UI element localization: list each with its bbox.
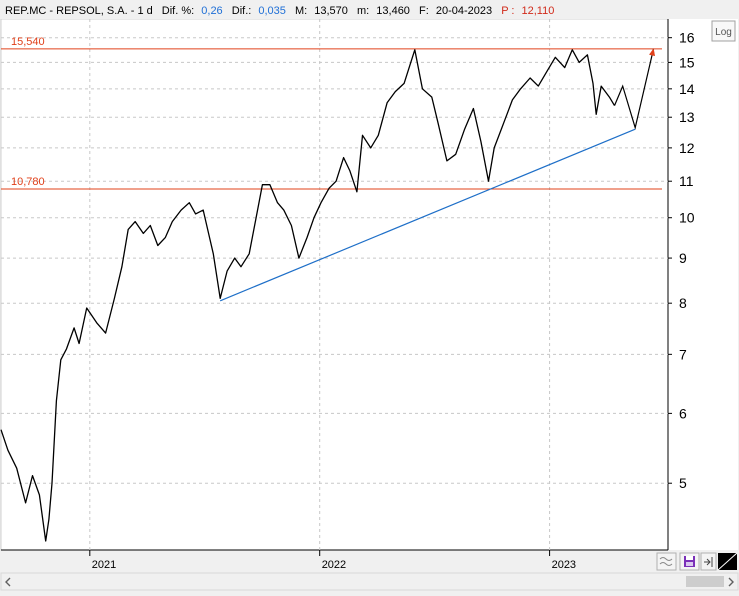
y-tick-label: 7 bbox=[679, 346, 687, 362]
y-tick-label: 5 bbox=[679, 475, 687, 491]
y-tick-label: 14 bbox=[679, 81, 695, 97]
y-tick-label: 10 bbox=[679, 210, 695, 226]
dif-pct-value: 0,26 bbox=[201, 5, 222, 17]
fit-icon[interactable] bbox=[700, 552, 717, 571]
horizontal-level-label: 10,780 bbox=[11, 176, 45, 188]
log-toggle-button[interactable]: Log bbox=[711, 20, 736, 42]
dif-pct-label: Dif. %: bbox=[162, 5, 194, 17]
series-layer bbox=[0, 48, 656, 542]
y-tick-label: 8 bbox=[679, 295, 687, 311]
projection-line bbox=[613, 48, 655, 131]
price-value: 12,110 bbox=[522, 5, 555, 17]
log-toggle-label: Log bbox=[715, 27, 732, 38]
horizontal-scrollbar[interactable] bbox=[0, 572, 739, 591]
symbol-label: REP.MC - REPSOL, S.A. - 1 d bbox=[5, 5, 153, 17]
max-value: 13,570 bbox=[314, 5, 348, 17]
y-tick-label: 16 bbox=[679, 30, 695, 46]
price-label: P : bbox=[501, 5, 514, 17]
save-icon[interactable] bbox=[679, 552, 700, 571]
horizontal-level-label: 15,540 bbox=[11, 36, 45, 48]
x-axis-panel[interactable] bbox=[1, 550, 668, 572]
x-tick-label: 2021 bbox=[92, 559, 116, 571]
y-tick-label: 15 bbox=[679, 54, 695, 70]
y-tick-label: 11 bbox=[679, 173, 694, 189]
x-tick-label: 2022 bbox=[322, 559, 346, 571]
min-value: 13,460 bbox=[376, 5, 410, 17]
y-axis-ticks: 5 6 7 8 9 10 11 12 13 14 15 16 bbox=[668, 30, 695, 491]
support-trendline bbox=[219, 128, 636, 302]
x-tick-label: 2023 bbox=[552, 559, 576, 571]
y-tick-label: 12 bbox=[679, 140, 695, 156]
crosshair-toggle[interactable] bbox=[717, 552, 738, 571]
dif-value: 0,035 bbox=[258, 5, 286, 17]
x-axis-ticks: 2021 2022 2023 bbox=[89, 550, 576, 571]
date-label: F: bbox=[419, 5, 429, 17]
horizontal-levels: 15,540 10,780 bbox=[1, 36, 662, 190]
grid bbox=[1, 19, 668, 550]
y-tick-label: 6 bbox=[679, 405, 687, 421]
projection-arrowhead bbox=[648, 48, 656, 57]
header-bar: REP.MC - REPSOL, S.A. - 1 d Dif. %: 0,26… bbox=[0, 0, 739, 19]
scroll-left-icon[interactable] bbox=[5, 577, 11, 587]
svg-text:REP.MC - REPSOL, S.A. - 1 d: REP.MC - REPSOL, S.A. - 1 d Dif. %: 0,26… bbox=[5, 5, 554, 17]
scrollbar-thumb[interactable] bbox=[686, 576, 724, 587]
plot-area[interactable] bbox=[0, 18, 669, 551]
max-label: M: bbox=[295, 5, 307, 17]
date-value: 20-04-2023 bbox=[436, 5, 492, 17]
y-tick-label: 13 bbox=[679, 109, 695, 125]
scroll-right-icon[interactable] bbox=[728, 577, 734, 587]
price-line bbox=[0, 49, 616, 542]
y-tick-label: 9 bbox=[679, 250, 687, 266]
wave-icon[interactable] bbox=[656, 552, 677, 571]
dif-label: Dif.: bbox=[232, 5, 252, 17]
y-axis-panel[interactable] bbox=[668, 19, 738, 550]
min-label: m: bbox=[357, 5, 369, 17]
